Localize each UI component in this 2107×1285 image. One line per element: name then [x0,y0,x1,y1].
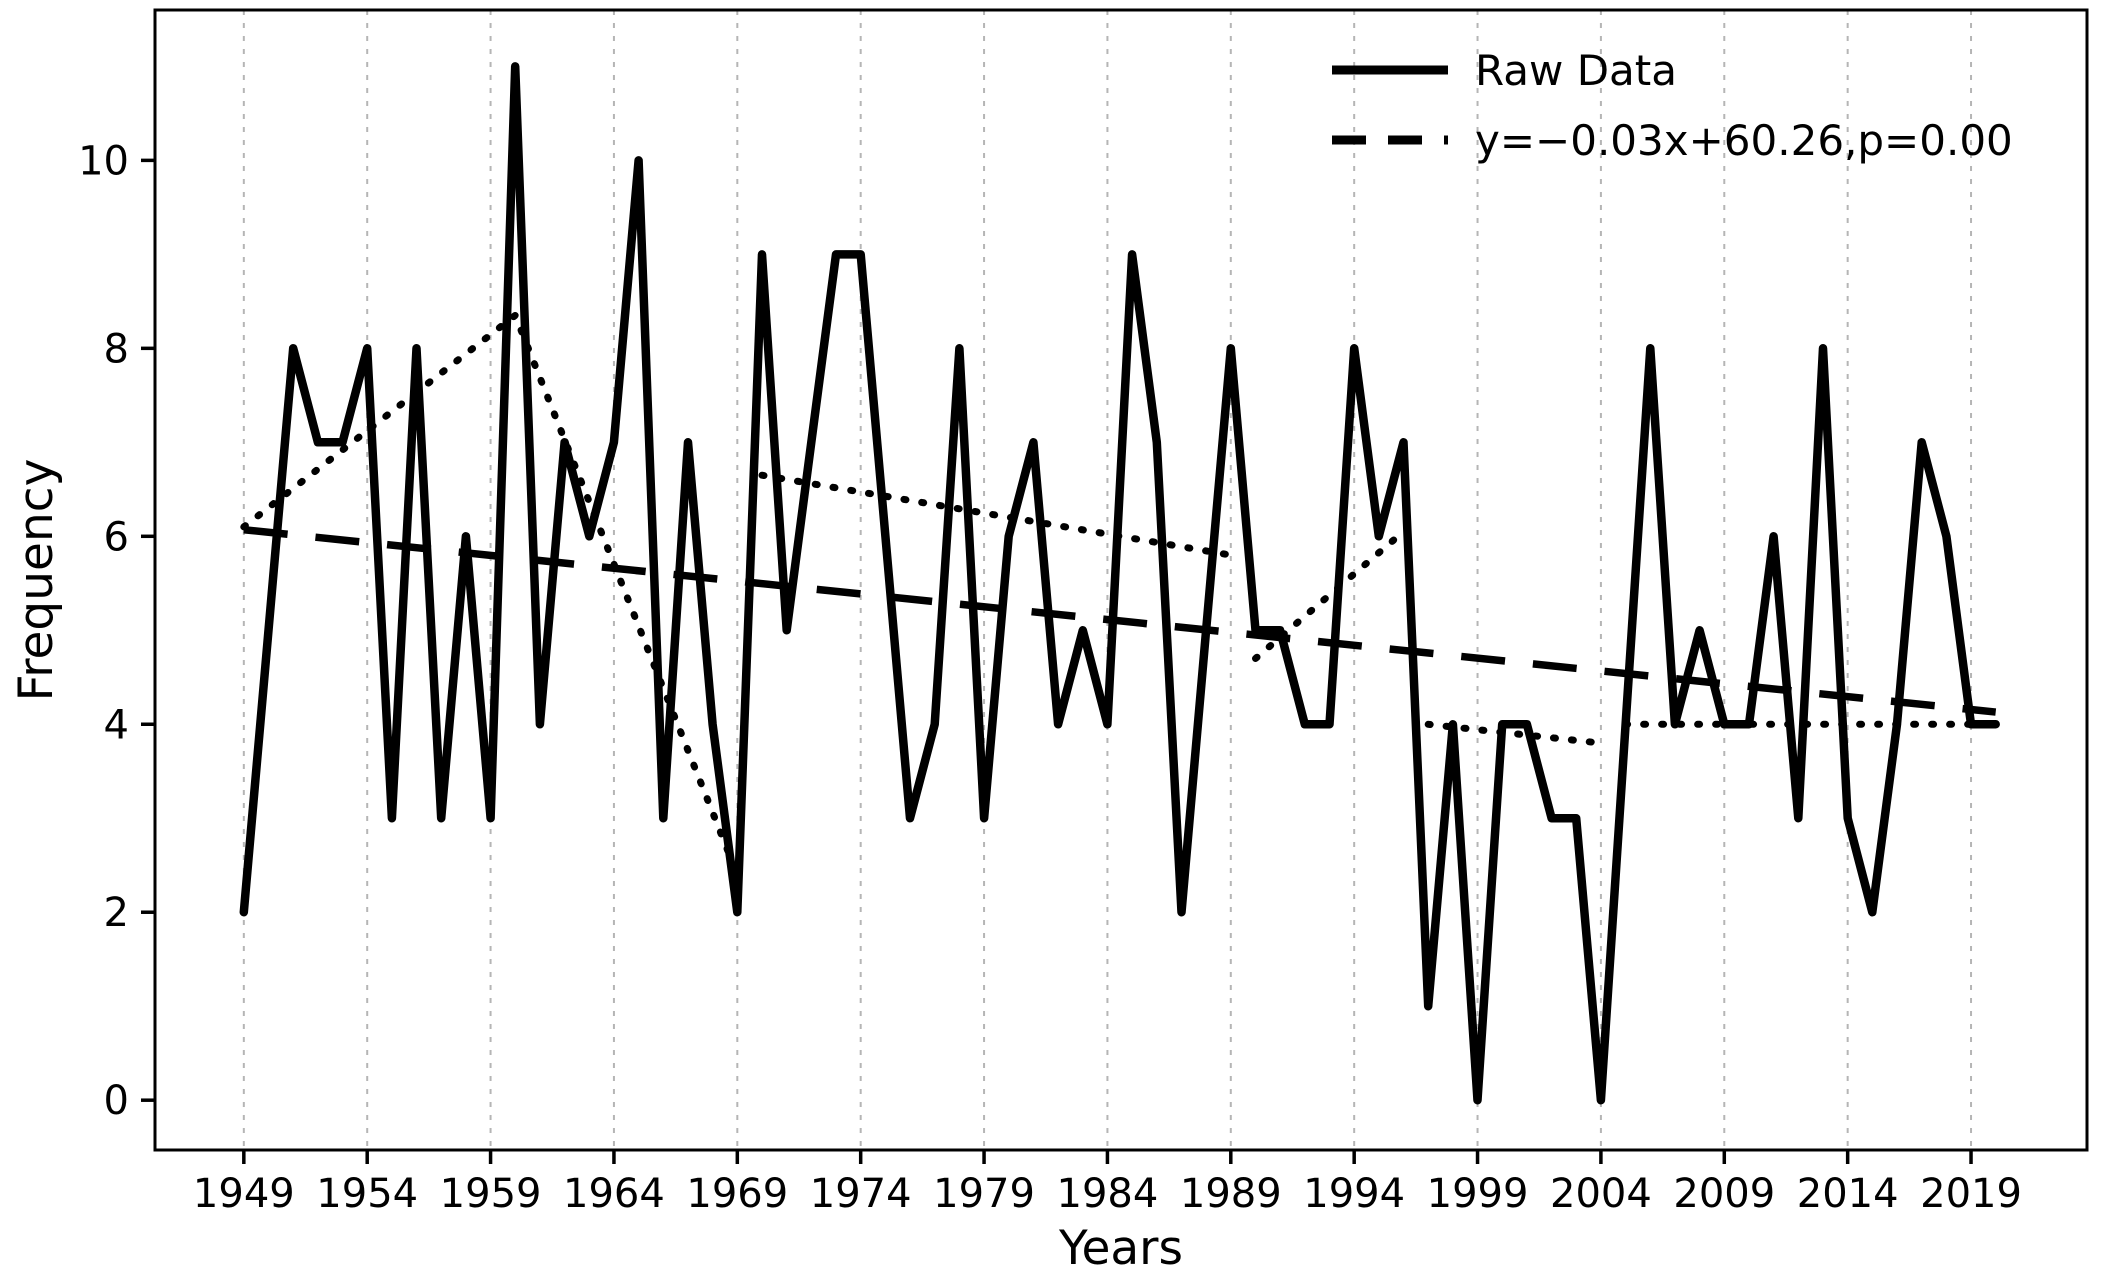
legend: Raw Data y=−0.03x+60.26,p=0.00 [1332,46,2013,165]
y-axis-title: Frequency [9,459,64,702]
x-tick-label-1989: 1989 [1180,1171,1282,1217]
y-tick-label-4: 4 [104,702,129,748]
dotted-trend-segment-1 [240,309,741,879]
x-tick-label-1979: 1979 [933,1171,1035,1217]
raw-data-line [239,62,2000,1105]
y-tick-label-0: 0 [104,1078,129,1124]
x-tick-label-2009: 2009 [1673,1171,1775,1217]
y-tick-label-6: 6 [104,514,129,560]
gridlines [242,10,1973,1150]
regression-dashed-line [243,525,1997,716]
x-tick-label-1954: 1954 [316,1171,418,1217]
data-series [239,62,2000,1105]
legend-raw-data-label: Raw Data [1475,46,1677,95]
x-tick-label-1959: 1959 [440,1171,542,1217]
x-tick-label-1974: 1974 [810,1171,912,1217]
x-tick-label-1994: 1994 [1303,1171,1405,1217]
y-tick-label-2: 2 [104,890,129,936]
dotted-trend-segment-2 [758,471,1235,559]
x-tick-label-2014: 2014 [1797,1171,1899,1217]
dotted-trend-segment-4 [1424,720,1605,747]
x-tick-label-1999: 1999 [1427,1171,1529,1217]
x-tick-label-1969: 1969 [686,1171,788,1217]
y-tick-label-10: 10 [78,138,129,184]
x-tick-label-2004: 2004 [1550,1171,1652,1217]
y-tick-label-8: 8 [104,326,129,372]
x-tick-label-1964: 1964 [563,1171,665,1217]
dotted-trend-segment-3 [1252,528,1407,662]
x-axis-title: Years [1058,1221,1183,1276]
legend-trend-label: y=−0.03x+60.26,p=0.00 [1475,116,2013,165]
x-tick-label-1984: 1984 [1057,1171,1159,1217]
x-tick-label-2019: 2019 [1920,1171,2022,1217]
axis-ticks: 1949 1954 1959 1964 1969 1974 1979 1984 1989 1994… [78,138,2022,1217]
plot-border [153,8,2089,1152]
x-tick-label-1949: 1949 [193,1171,295,1217]
